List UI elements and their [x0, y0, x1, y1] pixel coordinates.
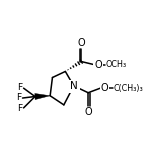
Text: O: O: [94, 60, 102, 70]
Text: F: F: [17, 83, 22, 92]
Text: N: N: [70, 81, 78, 91]
Text: F: F: [16, 93, 21, 102]
Text: F: F: [17, 104, 22, 113]
Text: O: O: [78, 38, 85, 48]
Text: C(CH₃)₃: C(CH₃)₃: [114, 84, 144, 93]
Text: O: O: [101, 83, 108, 93]
Text: OCH₃: OCH₃: [105, 60, 126, 69]
Text: O: O: [84, 107, 92, 117]
Polygon shape: [35, 93, 50, 100]
